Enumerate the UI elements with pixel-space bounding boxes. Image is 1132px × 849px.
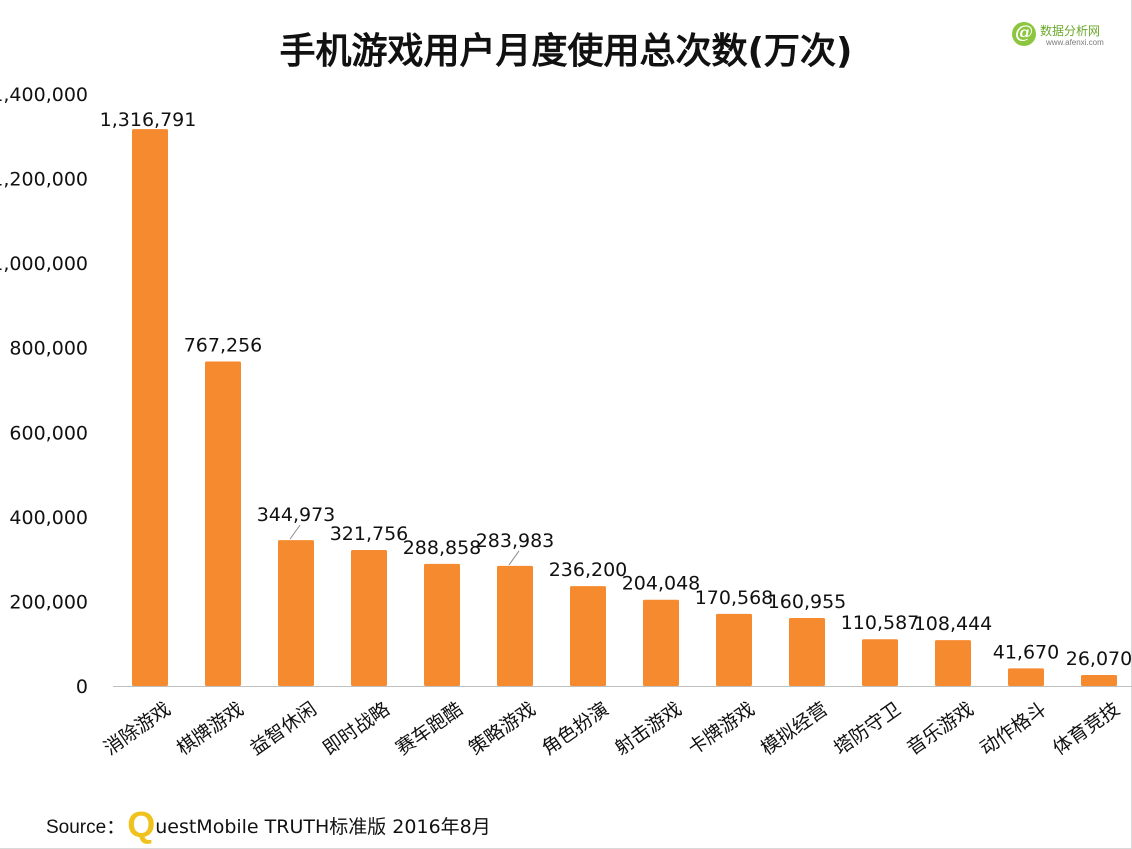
y-tick-label: 800,000 [9, 338, 88, 360]
y-tick-label: 0 [76, 676, 88, 698]
data-label: 204,048 [622, 573, 701, 595]
bar [935, 640, 971, 686]
x-tick-label: 体育竞技 [1049, 698, 1124, 760]
questmobile-q-logo: Q [127, 804, 156, 845]
x-tick-label: 塔防守卫 [830, 698, 905, 760]
data-label: 41,670 [993, 641, 1059, 663]
x-tick-label: 射击游戏 [611, 698, 686, 760]
bar [570, 586, 606, 686]
chart-title: 手机游戏用户月度使用总次数(万次) [279, 31, 853, 72]
bar [205, 361, 241, 686]
x-tick-label: 音乐游戏 [903, 698, 978, 760]
data-label: 26,070 [1066, 648, 1132, 670]
bar [351, 549, 387, 686]
data-label: 236,200 [549, 559, 628, 581]
x-tick-label: 角色扮演 [538, 698, 613, 760]
data-label: 108,444 [914, 613, 993, 635]
x-tick-label: 赛车跑酷 [392, 698, 467, 760]
bar [278, 540, 314, 686]
x-tick-label: 即时战略 [319, 698, 394, 760]
at-sign-logo-icon: @ [1012, 22, 1036, 46]
x-tick-label: 策略游戏 [465, 698, 540, 760]
data-label: 321,756 [330, 523, 409, 545]
logo-url: www.afenxi.com [1046, 38, 1104, 47]
data-label: 283,983 [476, 530, 555, 552]
x-tick-label: 消除游戏 [100, 698, 175, 760]
x-tick-label: 动作格斗 [976, 698, 1051, 760]
bar [716, 613, 752, 686]
y-tick-label: 600,000 [9, 422, 88, 444]
bar [643, 599, 679, 686]
bar [132, 129, 168, 686]
data-label: 170,568 [695, 587, 774, 609]
bar [789, 617, 825, 686]
bar [424, 563, 460, 686]
data-label: 288,858 [403, 537, 482, 559]
afenxi-logo: @ 数据分析网 www.afenxi.com [1012, 20, 1122, 50]
y-tick-label: 1,400,000 [0, 84, 88, 106]
x-tick-label: 棋牌游戏 [173, 698, 248, 760]
data-label: 1,316,791 [100, 109, 197, 131]
source-prefix: Source： [46, 817, 126, 838]
data-label: 160,955 [768, 591, 847, 613]
y-tick-label: 1,200,000 [0, 169, 88, 191]
x-tick-label: 卡牌游戏 [684, 698, 759, 760]
bar [1081, 674, 1117, 686]
source-note: Source：QuestMobile TRUTH标准版 2016年8月 [46, 804, 491, 846]
logo-text: 数据分析网 [1040, 24, 1101, 38]
y-tick-label: 1,000,000 [0, 253, 88, 275]
data-label: 110,587 [841, 612, 920, 634]
y-tick-label: 400,000 [9, 507, 88, 529]
data-label-leader-line [508, 550, 520, 566]
bar [862, 639, 898, 686]
bar [497, 565, 533, 686]
data-label: 344,973 [257, 504, 336, 526]
bar [1008, 668, 1044, 686]
data-label-leader-line [289, 524, 301, 540]
source-text: uestMobile TRUTH标准版 2016年8月 [155, 816, 491, 838]
x-tick-label: 模拟经营 [757, 698, 832, 760]
y-tick-label: 200,000 [9, 591, 88, 613]
data-label: 767,256 [184, 335, 263, 357]
x-tick-label: 益智休闲 [246, 698, 321, 760]
